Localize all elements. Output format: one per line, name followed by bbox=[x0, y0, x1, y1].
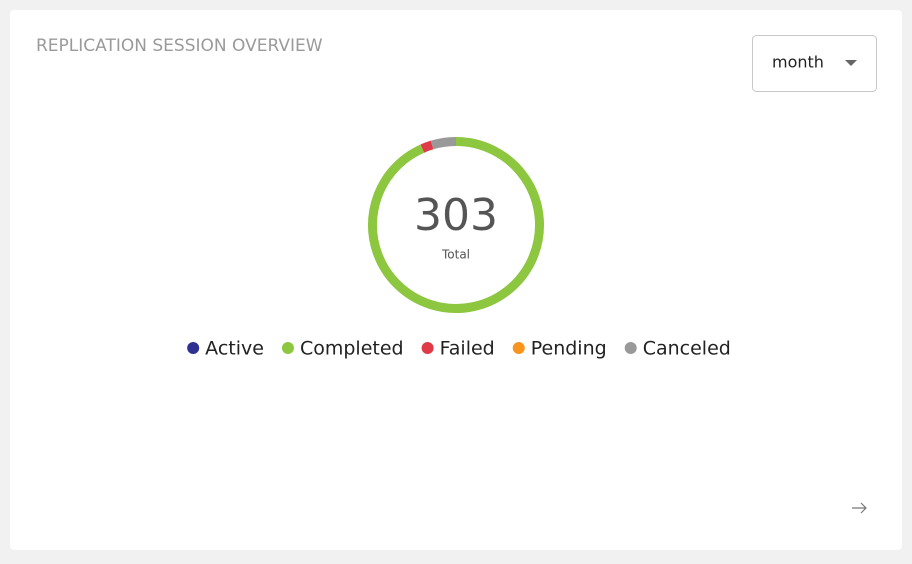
legend-dot bbox=[512, 342, 525, 354]
donut-segment bbox=[420, 140, 434, 153]
legend-label: Canceled bbox=[643, 338, 731, 360]
card-title: REPLICATION SESSION OVERVIEW bbox=[36, 36, 323, 56]
legend-dot bbox=[187, 342, 200, 354]
period-dropdown[interactable]: month bbox=[752, 35, 877, 92]
legend-item: Pending bbox=[512, 338, 607, 360]
legend-item: Completed bbox=[281, 338, 404, 360]
total-value: 303 bbox=[414, 190, 498, 241]
total-label: Total bbox=[441, 248, 470, 262]
card bbox=[10, 10, 902, 550]
legend-item: Active bbox=[187, 338, 264, 360]
legend-label: Failed bbox=[440, 338, 495, 360]
donut bbox=[368, 137, 544, 313]
legend-dot bbox=[624, 342, 637, 354]
legend-item: Canceled bbox=[624, 338, 731, 360]
legend-dot bbox=[421, 342, 434, 354]
legend-label: Pending bbox=[531, 338, 607, 360]
legend-dot bbox=[281, 342, 294, 354]
dropdown-box[interactable] bbox=[752, 35, 877, 92]
dropdown-caret[interactable] bbox=[845, 60, 857, 66]
donut-segment bbox=[430, 137, 457, 150]
dropdown-value[interactable]: month bbox=[772, 53, 824, 72]
legend-label: Completed bbox=[300, 338, 404, 360]
next-arrow[interactable] bbox=[852, 502, 867, 514]
legend-label: Active bbox=[205, 338, 264, 360]
legend-item: Failed bbox=[421, 338, 495, 360]
legend: Active Completed Failed Pending Canceled bbox=[187, 338, 731, 360]
donut-segment bbox=[368, 137, 544, 313]
